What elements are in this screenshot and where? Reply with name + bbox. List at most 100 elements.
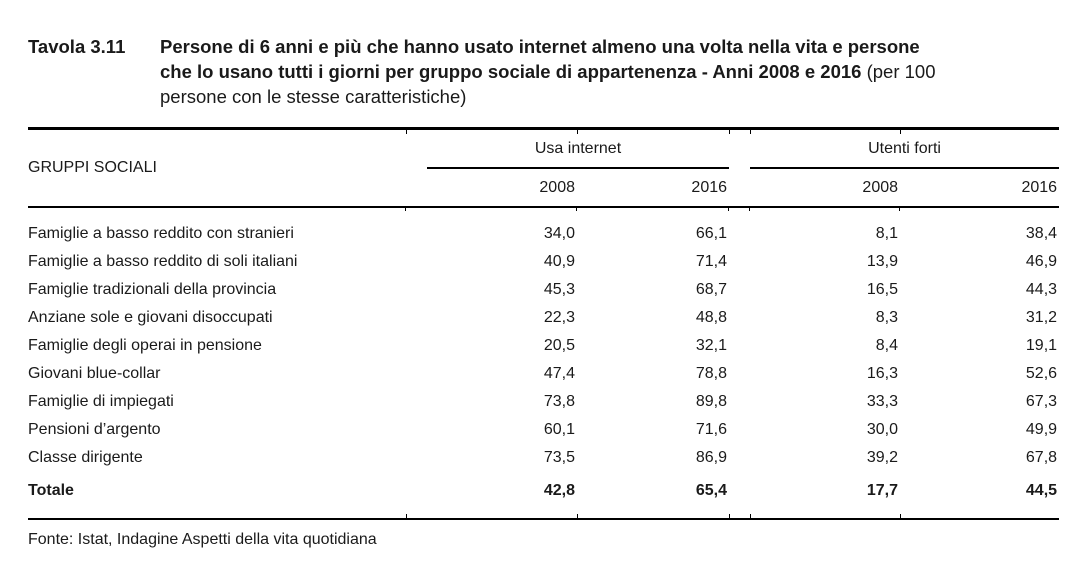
table-row: Famiglie di impiegati 73,8 89,8 33,3 67,3 [28, 388, 1059, 416]
cell-value: 73,8 [543, 393, 575, 410]
cell-value: 71,4 [695, 253, 728, 270]
source-note: Fonte: Istat, Indagine Aspetti della vit… [28, 531, 377, 548]
column-group-utenti-forti: Utenti forti [750, 130, 1060, 169]
cell-value: 8,4 [875, 337, 899, 354]
cell-value: 68,7 [695, 281, 728, 298]
cell-value: 45,3 [543, 281, 575, 298]
year-header: 2016 [577, 169, 730, 211]
cell-value: 20,5 [543, 337, 575, 354]
table-caption: Tavola 3.11 Persone di 6 anni e più che … [28, 34, 935, 109]
cell-value: 30,0 [866, 421, 899, 438]
cell-value: 33,3 [866, 393, 899, 410]
group-header-row: GRUPPI SOCIALI Usa internet Utenti forti [28, 130, 1060, 211]
table-number: Tavola 3.11 [28, 36, 126, 57]
column-gap [729, 332, 750, 360]
cell-value: 89,8 [695, 393, 728, 410]
column-gap [729, 208, 750, 248]
table-title-line: che lo usano tutti i giorni per gruppo s… [160, 61, 936, 82]
column-header-gruppi-sociali: GRUPPI SOCIALI [28, 130, 406, 211]
column-tick [900, 514, 901, 518]
cell-value: 22,3 [543, 309, 575, 326]
row-label: Pensioni d’argento [28, 421, 161, 438]
cell-value: 66,1 [695, 225, 728, 242]
table-row: Pensioni d’argento 60,1 71,6 30,0 49,9 [28, 416, 1059, 444]
column-gap [729, 360, 750, 388]
cell-value: 73,5 [543, 449, 575, 466]
column-gap [729, 416, 750, 444]
total-row: Totale 42,8 65,4 17,7 44,5 [28, 472, 1059, 518]
row-label: Totale [28, 482, 74, 499]
row-label: Famiglie degli operai in pensione [28, 337, 262, 354]
cell-value: 67,8 [1025, 449, 1058, 466]
column-tick [577, 514, 578, 518]
cell-value: 48,8 [695, 309, 728, 326]
cell-value: 60,1 [543, 421, 575, 438]
row-label: Anziane sole e giovani disoccupati [28, 309, 273, 326]
row-label: Famiglie di impiegati [28, 393, 174, 410]
table-row: Famiglie degli operai in pensione 20,5 32,… [28, 332, 1059, 360]
table-row: Anziane sole e giovani disoccupati 22,3 48… [28, 304, 1059, 332]
cell-value: 65,4 [695, 482, 728, 499]
column-gap [729, 248, 750, 276]
column-tick [729, 130, 730, 134]
column-gap [729, 472, 750, 518]
top-rule [28, 127, 1059, 134]
cell-value: 71,6 [695, 421, 728, 438]
cell-value: 40,9 [543, 253, 575, 270]
cell-value: 44,5 [1025, 482, 1058, 499]
cell-value: 19,1 [1025, 337, 1058, 354]
cell-value: 52,6 [1025, 365, 1058, 382]
cell-value: 8,1 [875, 225, 899, 242]
table-row: Famiglie tradizionali della provincia 45,… [28, 276, 1059, 304]
cell-value: 46,9 [1025, 253, 1058, 270]
table-title: Persone di 6 anni e più che hanno usato … [160, 34, 935, 109]
cell-value: 8,3 [875, 309, 899, 326]
column-group-usa-internet: Usa internet [406, 130, 730, 169]
column-tick [406, 130, 407, 134]
cell-value: 31,2 [1025, 309, 1058, 326]
row-label: Giovani blue-collar [28, 365, 161, 382]
cell-value: 78,8 [695, 365, 728, 382]
cell-value: 17,7 [866, 482, 899, 499]
cell-value: 38,4 [1025, 225, 1058, 242]
row-label: Classe dirigente [28, 449, 143, 466]
row-label: Famiglie a basso reddito di soli italian… [28, 253, 298, 270]
row-label: Famiglie a basso reddito con stranieri [28, 225, 294, 242]
column-gap [729, 169, 751, 211]
column-gap [729, 130, 750, 169]
cell-value: 34,0 [543, 225, 575, 242]
bottom-rule [28, 514, 1059, 520]
cell-value: 16,3 [866, 365, 899, 382]
table-row: Giovani blue-collar 47,4 78,8 16,3 52,6 [28, 360, 1059, 388]
column-tick [577, 130, 578, 134]
table-title-line: persone con le stesse caratteristiche) [160, 86, 467, 107]
cell-value: 49,9 [1025, 421, 1058, 438]
cell-value: 39,2 [866, 449, 899, 466]
table-row: Classe dirigente 73,5 86,9 39,2 67,8 [28, 444, 1059, 472]
cell-value: 47,4 [543, 365, 575, 382]
year-header: 2008 [750, 169, 901, 211]
column-tick [750, 514, 751, 518]
cell-value: 44,3 [1025, 281, 1058, 298]
year-header: 2016 [900, 169, 1060, 208]
column-tick [406, 514, 407, 518]
column-tick [900, 130, 901, 134]
row-label: Famiglie tradizionali della provincia [28, 281, 277, 298]
cell-value: 86,9 [695, 449, 728, 466]
column-gap [729, 444, 750, 472]
column-gap [729, 276, 750, 304]
table-title-line: Persone di 6 anni e più che hanno usato … [160, 36, 920, 57]
cell-value: 32,1 [695, 337, 728, 354]
year-header-row: 2008 2016 2008 2016 [28, 169, 1060, 211]
column-gap [729, 304, 750, 332]
cell-value: 16,5 [866, 281, 899, 298]
table-row: Famiglie a basso reddito con stranieri 34… [28, 208, 1059, 248]
data-table: GRUPPI SOCIALI Usa internet Utenti forti… [28, 130, 1060, 518]
cell-value: 13,9 [866, 253, 899, 270]
table-row: Famiglie a basso reddito di soli italian… [28, 248, 1059, 276]
column-tick [750, 130, 751, 134]
cell-value: 67,3 [1025, 393, 1058, 410]
cell-value: 42,8 [543, 482, 575, 499]
column-tick [729, 514, 730, 518]
year-header: 2008 [406, 169, 577, 211]
